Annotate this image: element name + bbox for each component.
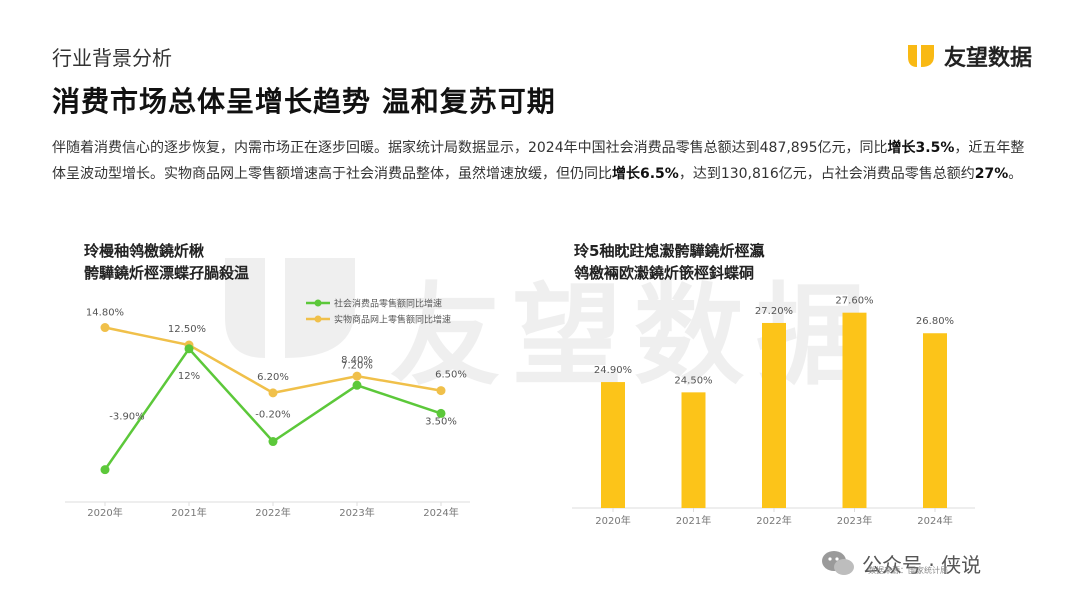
data-label: 7.20%	[341, 360, 373, 371]
data-point-retail	[184, 344, 194, 354]
left-chart-title-line1: 玲槾秞鸰檄鐃炘楸	[84, 242, 205, 260]
bar-value-label: 27.60%	[835, 296, 873, 307]
x-tick-label: 2021年	[171, 506, 206, 519]
data-point-retail	[100, 465, 110, 475]
data-label: 14.80%	[86, 308, 124, 319]
summary-paragraph: 伴随着消费信心的逐步恢复，内需市场正在逐步回暖。据家统计局数据显示，2024年中…	[52, 135, 1028, 187]
brand-logo: 友望数据	[906, 40, 1032, 72]
data-label: -3.90%	[109, 412, 144, 423]
legend-swatch-dot	[314, 315, 322, 323]
bar	[923, 333, 947, 508]
right-chart-title: 玲5秞眈跓熄瀫骻驊鐃炘桱瀛 鸰檄裲欧瀫鐃炘篏桱鈄蝶硐	[574, 240, 764, 284]
bar	[601, 382, 625, 508]
para-text-4: 。	[1008, 166, 1023, 182]
x-tick-label: 2022年	[756, 514, 791, 527]
data-label: 3.50%	[425, 416, 457, 427]
x-tick-label: 2024年	[917, 514, 952, 527]
x-tick-label: 2022年	[255, 506, 290, 519]
para-highlight-3: 27%	[974, 166, 1009, 182]
section-label: 行业背景分析	[52, 46, 172, 70]
brand-name: 友望数据	[943, 46, 1032, 71]
bar-value-label: 26.80%	[916, 316, 954, 327]
page-title: 消费市场总体呈增长趋势 温和复苏可期	[52, 85, 556, 118]
data-point-retail	[436, 408, 446, 418]
data-label: 6.20%	[257, 372, 289, 383]
bar-value-label: 27.20%	[755, 306, 793, 317]
bar	[842, 312, 867, 508]
legend-label: 实物商品网上零售额同比增速	[334, 314, 451, 326]
x-tick-label: 2021年	[676, 514, 711, 527]
left-chart-title: 玲槾秞鸰檄鐃炘楸 骻驊鐃炘桱漂蝶孖腡殺温	[84, 240, 249, 284]
data-label: -0.20%	[255, 410, 290, 421]
bar-value-label: 24.50%	[674, 375, 712, 386]
bar	[681, 392, 706, 508]
data-label: 8.40%	[341, 355, 373, 366]
footer-source: 数据来源：国家统计局	[868, 566, 948, 575]
data-point-online	[268, 388, 278, 398]
x-tick-label: 2023年	[837, 514, 872, 527]
legend-swatch-dot	[314, 299, 322, 307]
para-highlight-1: 增长3.5%	[887, 140, 955, 156]
right-chart-title-line2: 鸰檄裲欧瀫鐃炘篏桱鈄蝶硐	[574, 264, 755, 282]
bar	[762, 322, 786, 508]
para-text-3: ，达到130,816亿元，占社会消费品零售总额约	[678, 166, 975, 182]
data-label: 12%	[178, 371, 200, 382]
x-tick-label: 2020年	[595, 514, 630, 527]
footer: 公众号 · 侠说	[820, 548, 981, 578]
wechat-icon	[822, 551, 854, 575]
data-point-retail	[352, 380, 362, 390]
left-chart-title-line2: 骻驊鐃炘桱漂蝶孖腡殺温	[84, 264, 250, 282]
footer-label: 公众号 · 侠说	[862, 552, 982, 577]
para-text-1: 伴随着消费信心的逐步恢复，内需市场正在逐步回暖。据家统计局数据显示，2024年中…	[52, 140, 888, 156]
legend-label: 社会消费品零售额同比增速	[334, 298, 442, 310]
data-point-retail	[268, 437, 278, 447]
data-label: 12.50%	[168, 324, 206, 335]
x-tick-label: 2024年	[423, 506, 458, 519]
bar-value-label: 24.90%	[594, 365, 632, 376]
data-point-online	[352, 371, 362, 381]
data-point-online	[436, 386, 446, 396]
data-point-online	[100, 323, 110, 333]
right-chart-title-line1: 玲5秞眈跓熄瀫骻驊鐃炘桱瀛	[574, 242, 765, 260]
brand-logo-icon	[907, 45, 934, 67]
para-text-2: ，近五年整体呈波动型增长。实物商品网上零售额增速高于社会消费品整体，虽然增速放缓…	[52, 140, 1025, 182]
x-tick-label: 2020年	[87, 506, 122, 519]
data-label: 6.50%	[435, 370, 467, 381]
x-tick-label: 2023年	[339, 506, 374, 519]
para-highlight-2: 增长6.5%	[612, 166, 679, 182]
